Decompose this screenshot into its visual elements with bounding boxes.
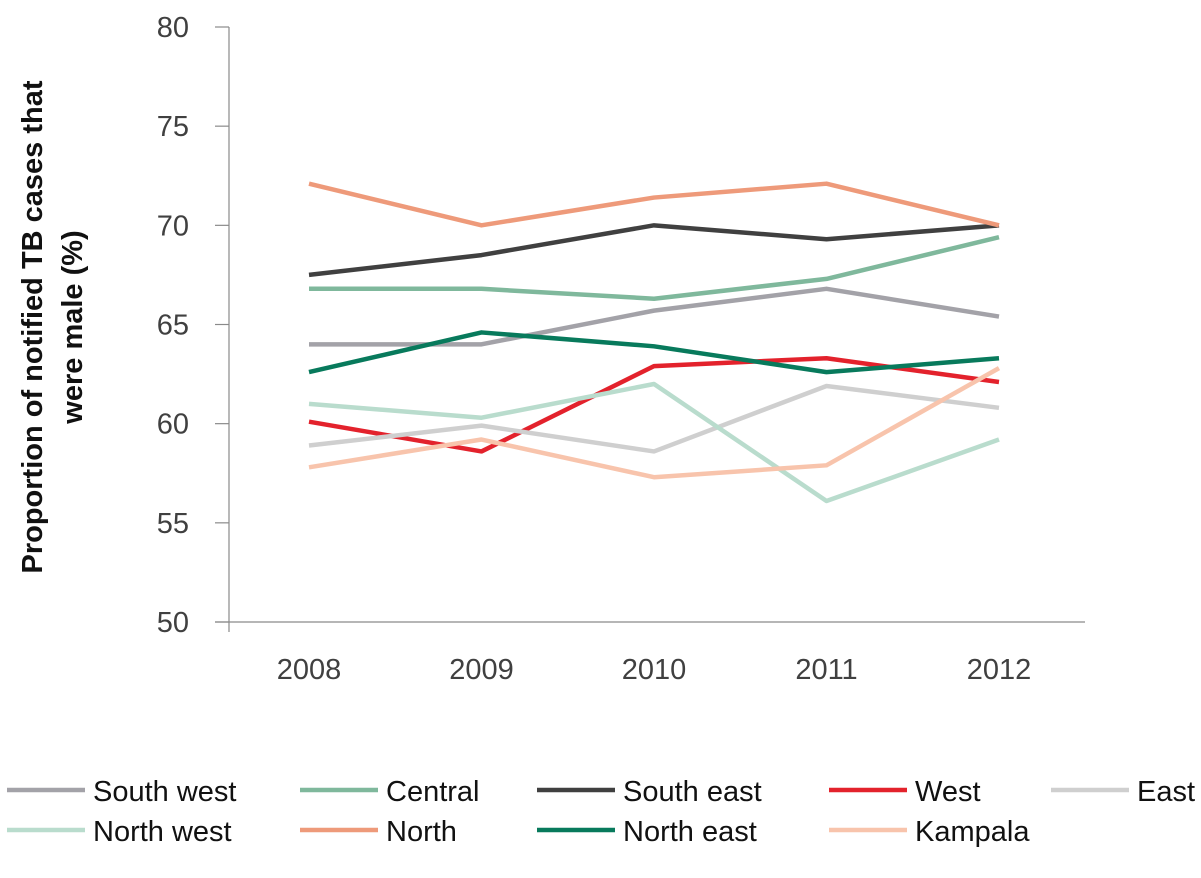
y-axis: 50 55 60 65 70 75 80 bbox=[157, 12, 230, 639]
y-tick-label: 75 bbox=[157, 111, 189, 143]
legend-label-north-east: North east bbox=[623, 816, 757, 848]
series-line-east bbox=[308, 383, 1000, 454]
legend-label-east: East bbox=[1137, 776, 1195, 808]
x-axis: 2008 2009 2010 2011 2012 bbox=[215, 621, 1085, 686]
y-tick-label: 70 bbox=[157, 210, 189, 242]
legend-label-north-west: North west bbox=[93, 816, 232, 848]
y-tick-label: 60 bbox=[157, 409, 189, 441]
legend-label-west: West bbox=[915, 776, 981, 808]
series-line-central bbox=[309, 235, 1000, 301]
legend-label-south-east: South east bbox=[623, 776, 762, 808]
legend-label-north: North bbox=[386, 816, 457, 848]
series-lines bbox=[308, 181, 1001, 504]
x-tick-label: 2011 bbox=[795, 654, 857, 686]
legend-label-south-west: South west bbox=[93, 776, 236, 808]
legend: South west Central South east West East North… bbox=[7, 776, 1195, 848]
y-tick-label: 80 bbox=[157, 12, 189, 44]
y-tick-label: 65 bbox=[157, 310, 189, 342]
series-line-north-east bbox=[308, 330, 1000, 375]
series-line-north-west bbox=[308, 381, 1000, 504]
x-tick-label: 2012 bbox=[967, 654, 1032, 686]
y-tick-label: 50 bbox=[157, 607, 189, 639]
y-tick-label: 55 bbox=[157, 508, 189, 540]
series-line-south-east bbox=[308, 223, 1000, 278]
series-line-kampala bbox=[308, 366, 1001, 480]
legend-label-kampala: Kampala bbox=[915, 816, 1030, 848]
y-axis-title-line: Proportion of notified TB cases that bbox=[17, 80, 49, 573]
x-tick-label: 2008 bbox=[277, 654, 342, 686]
series-line-north bbox=[308, 181, 1000, 228]
series-line-west bbox=[308, 355, 1000, 454]
legend-label-central: Central bbox=[386, 776, 480, 808]
y-axis-title: Proportion of notified TB cases that were… bbox=[17, 80, 89, 573]
x-tick-label: 2010 bbox=[622, 654, 687, 686]
y-axis-title-line: were male (%) bbox=[57, 230, 89, 424]
x-tick-label: 2009 bbox=[449, 654, 514, 686]
